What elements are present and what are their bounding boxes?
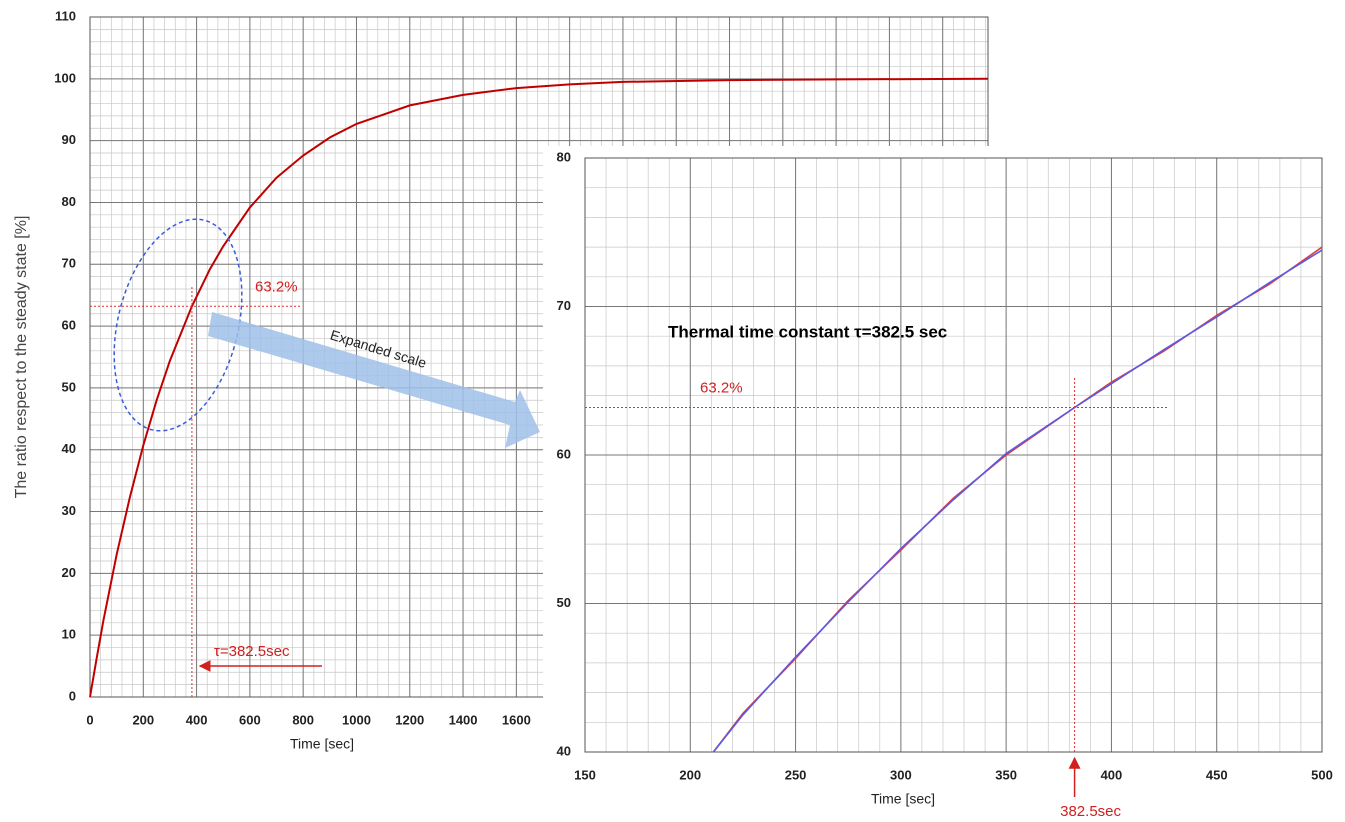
y-tick-label: 40 [62,441,76,456]
y-tick-label: 50 [62,379,76,394]
x-tick-label: 250 [785,767,807,782]
x-tick-label: 400 [1101,767,1123,782]
y-tick-label: 50 [557,595,571,610]
x-tick-label: 600 [239,712,261,727]
y-tick-label: 60 [557,446,571,461]
data-line [89,77,989,698]
expand-arrow [208,312,540,448]
x-tick-label: 1200 [395,712,424,727]
annotation: 63.2% [700,379,743,396]
x-tick-label: 200 [679,767,701,782]
y-tick-label: 70 [62,256,76,271]
annotation: 63.2% [255,278,298,295]
y-tick-label: 110 [55,8,76,23]
y-tick-label: 0 [69,688,76,703]
x-tick-label: 1000 [342,712,371,727]
data-line [712,246,1323,753]
y-tick-label: 90 [62,132,76,147]
plot-border [584,157,1323,753]
x-tick-label: 1600 [502,712,531,727]
y-tick-label: 10 [62,627,76,642]
x-tick-label: 400 [186,712,208,727]
chart-title: Thermal time constant τ=382.5 sec [668,322,947,341]
y-tick-label: 40 [557,743,571,758]
x-tick-label: 300 [890,767,912,782]
x-tick-label: 200 [132,712,154,727]
x-tick-label: 0 [86,712,93,727]
data-line [712,249,1323,753]
y-axis-label: The ratio respect to the steady state [%… [13,216,30,499]
y-tick-label: 100 [54,70,76,85]
x-axis-label: Time [sec] [871,791,935,807]
x-tick-label: 350 [995,767,1017,782]
x-tick-label: 1400 [449,712,478,727]
x-tick-label: 800 [292,712,314,727]
annotation: τ=382.5sec [214,643,290,660]
annotation: 382.5sec [1060,803,1121,820]
x-tick-label: 500 [1311,767,1333,782]
y-tick-label: 70 [557,298,571,313]
x-axis-label: Time [sec] [290,736,354,752]
y-tick-label: 80 [557,149,571,164]
x-tick-label: 150 [574,767,596,782]
y-tick-label: 80 [62,194,76,209]
inset-chart: 40 50 60 70 80 150 200 250 300 350 400 450 500 Time [… [557,149,1333,820]
x-tick-label: 450 [1206,767,1228,782]
y-tick-label: 20 [62,565,76,580]
y-tick-label: 60 [62,318,76,333]
y-tick-label: 30 [62,503,76,518]
